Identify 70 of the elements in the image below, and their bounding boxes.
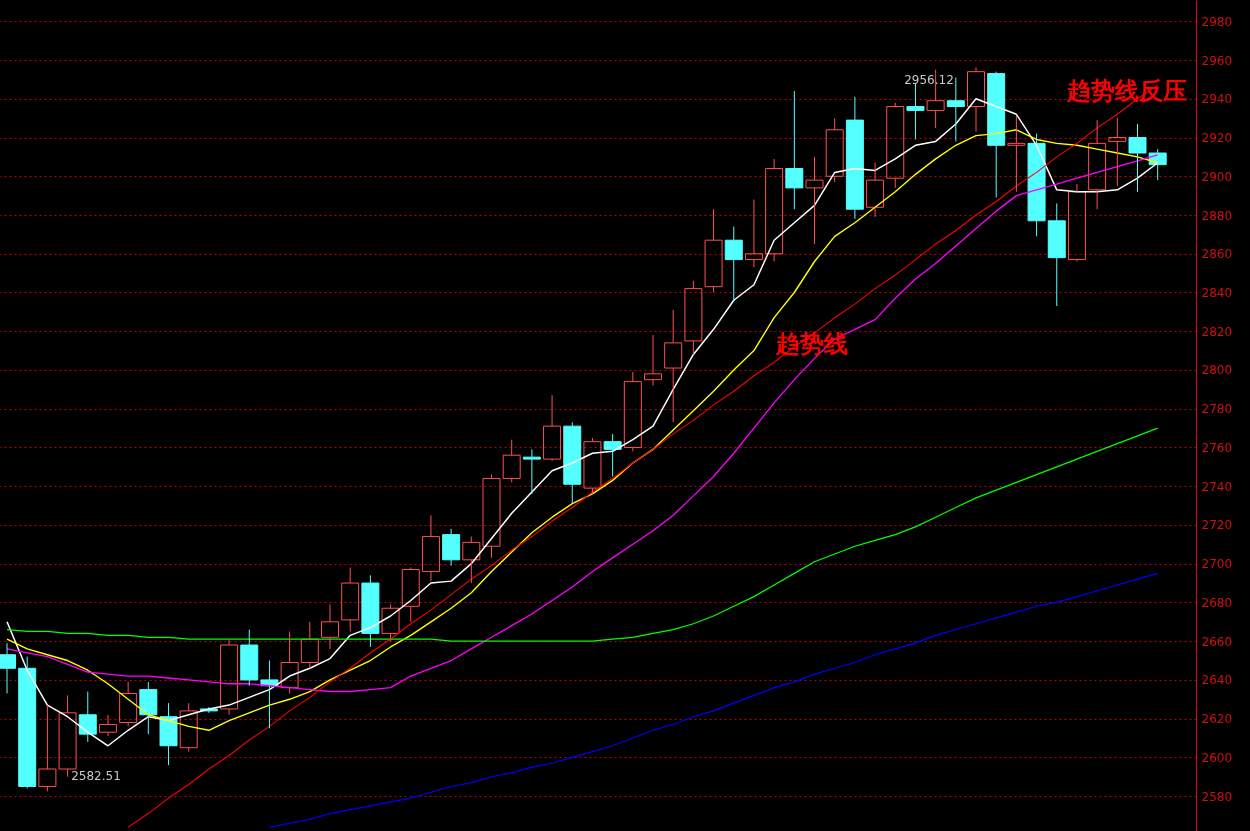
- y-tick-label: 2900: [1201, 169, 1233, 184]
- candlestick: [159, 702, 178, 766]
- candlestick: [543, 394, 562, 462]
- candlestick: [220, 638, 239, 716]
- y-tick-label: 2600: [1201, 750, 1233, 765]
- y-tick-label: 2940: [1201, 92, 1233, 107]
- candlestick: [866, 162, 885, 218]
- y-tick-label: 2780: [1201, 402, 1233, 417]
- candlestick: [522, 448, 541, 495]
- y-tick-label: 2660: [1201, 634, 1233, 649]
- y-tick-label: 2620: [1201, 712, 1233, 727]
- y-tick-label: 2840: [1201, 286, 1233, 300]
- candlestick: [179, 702, 198, 753]
- candlestick: [300, 621, 319, 669]
- y-tick-label: 2820: [1201, 324, 1233, 339]
- y-tick-label: 2980: [1201, 14, 1233, 29]
- candlestick: [502, 439, 521, 483]
- y-tick-label: 2860: [1201, 247, 1233, 262]
- y-tick-label: 2580: [1201, 789, 1233, 804]
- candlestick: [744, 199, 763, 268]
- candlestick: [805, 156, 824, 245]
- candlestick: [987, 71, 1006, 199]
- candlestick: [98, 714, 117, 737]
- y-tick-label: 2880: [1201, 208, 1233, 223]
- candlestick: [421, 514, 440, 582]
- candlestick: [603, 433, 622, 478]
- candlestick: [664, 309, 683, 423]
- line-series: [268, 572, 1159, 828]
- candlestick: [361, 574, 380, 648]
- line-series: [6, 427, 1159, 642]
- candlestick: [583, 437, 602, 495]
- candlestick: [1067, 183, 1086, 262]
- y-tick-label: 2960: [1201, 53, 1233, 68]
- candlestick: [1007, 115, 1026, 193]
- candlestick: [684, 280, 703, 355]
- candlestick: [1088, 119, 1107, 210]
- candlestick: [442, 528, 461, 567]
- candlestick: [139, 681, 158, 735]
- candlestick: [886, 102, 905, 189]
- candlestick: [967, 67, 986, 133]
- candlestick: [1027, 133, 1046, 237]
- candlestick: [765, 158, 784, 262]
- annotation: 2582.51: [71, 769, 121, 783]
- candlestick: [623, 371, 642, 452]
- y-tick-label: 2700: [1201, 557, 1233, 572]
- candlestick: [1047, 202, 1066, 307]
- candlestick: [845, 96, 864, 220]
- candlestick: [321, 603, 340, 650]
- y-tick-label: 2760: [1201, 440, 1233, 455]
- candlestick: [240, 629, 259, 687]
- candlestick: [341, 567, 360, 632]
- candlestick: [825, 117, 844, 183]
- candlestick: [644, 334, 663, 386]
- y-tick-label: 2640: [1201, 673, 1233, 688]
- candlestick: [18, 656, 37, 789]
- candlestick: [381, 603, 400, 642]
- candlestick: [785, 90, 804, 210]
- candlestick: [0, 642, 17, 694]
- y-tick-label: 2920: [1201, 131, 1233, 146]
- candlestick: [563, 421, 582, 505]
- candlestick: [1108, 117, 1127, 187]
- y-tick-label: 2720: [1201, 518, 1233, 533]
- candlestick: [906, 82, 925, 140]
- candlestick: [1128, 123, 1147, 193]
- candlestick: [78, 691, 97, 743]
- y-tick-label: 2740: [1201, 479, 1233, 494]
- candlestick: [119, 681, 138, 727]
- candlestick: [724, 226, 743, 303]
- y-tick-label: 2800: [1201, 363, 1233, 378]
- y-tick-label: 2680: [1201, 595, 1233, 610]
